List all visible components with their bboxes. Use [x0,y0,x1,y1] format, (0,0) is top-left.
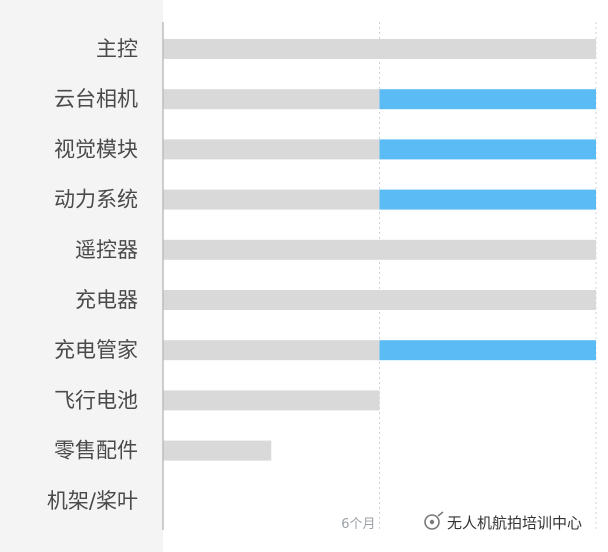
bars [163,39,596,461]
bar-highlight [379,89,596,110]
category-label: 遥控器 [75,238,138,262]
category-label: 主控 [96,37,138,61]
bar-highlight [379,189,596,210]
bar-base [163,290,596,310]
category-label: 云台相机 [54,87,138,111]
category-label: 视觉模块 [54,137,138,161]
x-axis-ticks: 6个月 [341,517,375,532]
watermark: 无人机航拍培训中心 [424,511,582,532]
bar-base [163,189,380,210]
bar-highlight [379,139,596,160]
bar-base [163,340,380,361]
wechat-official-account-icon [424,511,444,530]
bar-base [163,39,596,59]
category-label: 机架/桨叶 [47,489,138,513]
watermark-text: 无人机航拍培训中心 [447,514,582,532]
category-label: 零售配件 [54,439,138,463]
category-label: 飞行电池 [54,388,138,412]
bar-base [163,139,380,160]
x-tick-label: 6个月 [341,517,375,532]
category-label: 充电管家 [54,338,138,362]
bar-base [163,89,380,110]
bar-base [163,440,272,461]
bar-base [163,390,380,411]
plot-area [163,0,608,552]
bar-highlight [379,340,596,361]
category-label: 充电器 [75,288,138,312]
bar-base [163,239,596,260]
category-label: 动力系统 [54,188,138,212]
